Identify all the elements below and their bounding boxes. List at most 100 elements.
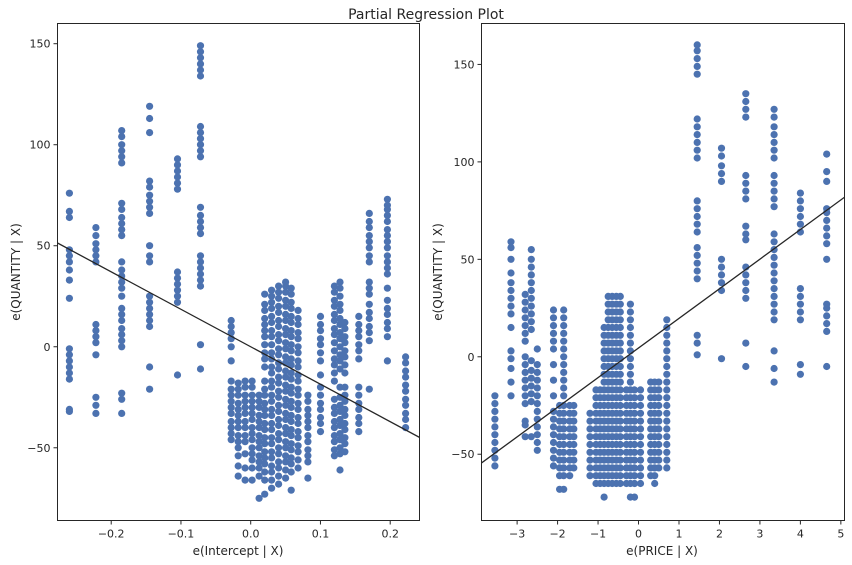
data-point xyxy=(330,417,338,426)
data-point xyxy=(693,205,701,213)
data-point xyxy=(118,389,126,397)
data-point xyxy=(146,114,154,123)
data-point xyxy=(560,361,568,369)
data-point xyxy=(770,285,778,293)
data-point xyxy=(527,382,535,390)
data-point xyxy=(693,115,701,123)
data-point xyxy=(268,363,276,371)
y-tick-label: 50 xyxy=(37,240,51,253)
data-point xyxy=(693,131,701,139)
right-y-axis-label: e(QUANTITY | X) xyxy=(431,223,445,321)
data-point xyxy=(616,300,624,308)
data-point xyxy=(560,306,568,314)
data-point xyxy=(549,329,558,337)
data-point xyxy=(227,391,235,399)
data-point xyxy=(248,383,256,391)
data-point xyxy=(717,279,726,287)
data-point xyxy=(255,391,263,399)
data-point xyxy=(616,409,624,417)
data-point xyxy=(365,385,373,393)
data-point xyxy=(118,304,126,312)
data-point xyxy=(255,411,263,419)
data-point xyxy=(570,456,578,464)
data-point xyxy=(742,222,750,230)
data-point xyxy=(282,452,290,460)
data-point xyxy=(742,105,750,113)
data-point xyxy=(823,224,831,232)
data-point xyxy=(261,300,269,308)
data-point xyxy=(118,232,126,240)
data-point xyxy=(248,450,256,458)
data-point xyxy=(742,362,750,371)
data-point xyxy=(570,433,578,441)
left-y-axis-label: e(QUANTITY | X) xyxy=(9,223,23,321)
data-point xyxy=(241,403,249,411)
data-point xyxy=(770,277,778,285)
data-point xyxy=(255,432,263,440)
data-point xyxy=(693,259,701,267)
data-point xyxy=(549,446,558,454)
data-point xyxy=(527,255,535,263)
data-point xyxy=(330,395,338,403)
data-point xyxy=(146,177,154,185)
data-point xyxy=(402,373,410,381)
data-point xyxy=(275,308,283,316)
data-point xyxy=(330,339,338,347)
data-point xyxy=(717,355,726,363)
data-point xyxy=(261,327,269,335)
data-point xyxy=(521,376,529,384)
data-point xyxy=(549,322,558,330)
data-point xyxy=(533,431,541,439)
data-point xyxy=(616,394,624,402)
data-point xyxy=(282,339,290,347)
data-point xyxy=(383,357,391,365)
data-point xyxy=(507,323,515,332)
data-point xyxy=(630,417,639,425)
data-point xyxy=(507,286,515,295)
data-point xyxy=(65,213,73,222)
y-tick-label: 0 xyxy=(468,351,475,364)
data-point xyxy=(693,154,701,162)
data-point xyxy=(275,450,283,458)
data-point xyxy=(570,401,578,410)
data-point xyxy=(663,339,671,347)
data-point xyxy=(275,436,283,444)
data-point xyxy=(770,261,778,269)
data-point xyxy=(294,391,302,399)
data-point xyxy=(549,314,558,322)
data-point xyxy=(402,415,410,424)
figure-title: Partial Regression Plot xyxy=(348,7,504,23)
data-point xyxy=(248,464,256,472)
data-point xyxy=(402,367,410,375)
data-point xyxy=(560,376,568,384)
data-point xyxy=(173,274,182,282)
data-point xyxy=(383,232,391,240)
data-point xyxy=(693,212,701,221)
data-point xyxy=(570,464,578,472)
data-point xyxy=(402,395,410,403)
data-point xyxy=(527,433,535,441)
data-point xyxy=(282,373,290,381)
data-point xyxy=(616,331,624,339)
data-point xyxy=(268,454,276,462)
data-point xyxy=(507,378,515,386)
data-point xyxy=(630,448,639,456)
data-point xyxy=(527,357,535,365)
data-point xyxy=(241,383,249,391)
data-point xyxy=(341,369,349,377)
data-point xyxy=(248,409,256,417)
data-point xyxy=(560,337,568,345)
data-point xyxy=(626,300,635,308)
data-point xyxy=(355,333,363,341)
data-point xyxy=(316,335,325,343)
data-point xyxy=(294,419,302,428)
data-point xyxy=(268,476,276,484)
data-point xyxy=(663,355,671,363)
data-point xyxy=(196,365,205,373)
data-point xyxy=(527,294,535,302)
data-point xyxy=(173,371,182,379)
data-point xyxy=(234,472,242,480)
data-point xyxy=(268,298,276,306)
y-tick-label: −50 xyxy=(451,448,474,461)
data-point xyxy=(823,150,831,158)
